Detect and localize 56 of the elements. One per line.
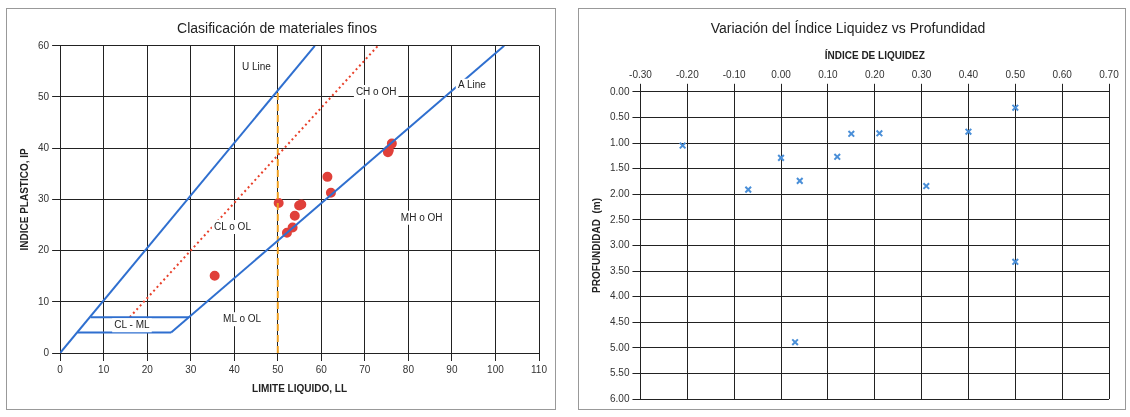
annotation: A Line xyxy=(458,79,487,91)
x-tick-label: 0.10 xyxy=(818,68,839,80)
y-tick-label: 3.50 xyxy=(609,264,630,276)
y-tick-label: 3.00 xyxy=(609,239,630,251)
x-tick-label: 0.70 xyxy=(1099,68,1120,80)
y-tick-label: 40 xyxy=(38,141,50,153)
annotation: MH o OH xyxy=(400,211,443,223)
x-axis-title: ÍNDICE DE LIQUIDEZ xyxy=(824,48,925,61)
x-tick-label: 50 xyxy=(272,363,284,375)
y-tick-label: 10 xyxy=(38,295,50,307)
y-tick-label: 2.00 xyxy=(609,187,630,199)
x-tick-label: 70 xyxy=(359,363,371,375)
x-tick-label: -0.30 xyxy=(629,68,653,80)
y-tick-label: 4.50 xyxy=(609,315,630,327)
x-axis-title: LIMITE LIQUIDO, LL xyxy=(252,382,348,394)
x-tick-label: 90 xyxy=(446,363,458,375)
x-tick-label: -0.20 xyxy=(675,68,700,80)
x-tick-label: 30 xyxy=(185,363,197,375)
x-tick-label: -0.10 xyxy=(722,68,746,80)
x-tick-label: 100 xyxy=(487,363,505,375)
y-tick-label: 5.50 xyxy=(609,367,630,379)
y-tick-label: 4.00 xyxy=(609,290,630,302)
x-tick-label: 0 xyxy=(57,363,64,375)
x-tick-label: 40 xyxy=(228,363,241,375)
y-tick-label: 5.00 xyxy=(609,341,630,353)
annotation: ML o OL xyxy=(223,312,262,324)
annotation: U Line xyxy=(242,61,272,73)
x-tick-label: 80 xyxy=(402,363,415,375)
x-tick-label: 60 xyxy=(315,363,328,375)
x-tick-label: 0.30 xyxy=(911,68,932,80)
chart-title: Variación del Índice Liquidez vs Profundidad xyxy=(710,20,986,37)
y-tick-label: 20 xyxy=(38,244,50,256)
x-tick-label: 20 xyxy=(141,363,154,375)
annotation: CL o OL xyxy=(214,220,252,232)
y-tick-label: 60 xyxy=(38,39,50,51)
y-tick-label: 30 xyxy=(38,193,50,205)
x-tick-label: 0.40 xyxy=(958,68,979,80)
x-tick-label: 0.00 xyxy=(771,68,792,80)
y-tick-label: 0.00 xyxy=(609,85,630,97)
x-tick-label: 10 xyxy=(98,363,110,375)
y-tick-label: 0.50 xyxy=(609,111,630,123)
y-axis-title: PROFUNDIDAD (m) xyxy=(590,197,602,293)
x-tick-label: 0.60 xyxy=(1052,68,1073,80)
x-tick-label: 0.20 xyxy=(865,68,885,80)
y-tick-label: 1.00 xyxy=(609,136,630,148)
annotation: CH o OH xyxy=(355,85,397,97)
chart-title: Clasificación de materiales finos xyxy=(177,20,377,37)
y-tick-label: 1.50 xyxy=(609,162,630,174)
y-tick-label: 0 xyxy=(43,346,50,358)
y-tick-label: 50 xyxy=(38,90,50,102)
x-tick-label: 110 xyxy=(531,363,548,375)
annotation: CL - ML xyxy=(114,319,150,331)
y-tick-label: 6.00 xyxy=(609,392,630,404)
y-axis-title: INDICE PLASTICO, IP xyxy=(18,147,30,251)
x-tick-label: 0.50 xyxy=(1005,68,1026,80)
y-tick-label: 2.50 xyxy=(609,213,630,225)
